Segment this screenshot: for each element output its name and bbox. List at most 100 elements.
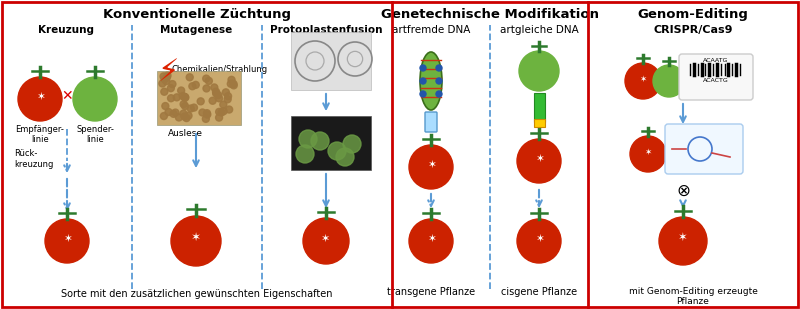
Circle shape: [172, 109, 179, 116]
Text: Chemikalien/Strahlung: Chemikalien/Strahlung: [172, 65, 268, 74]
Circle shape: [213, 88, 219, 95]
Text: ✶: ✶: [426, 234, 435, 244]
FancyBboxPatch shape: [291, 116, 371, 170]
Circle shape: [230, 80, 237, 87]
Circle shape: [159, 80, 166, 87]
Text: ✶: ✶: [35, 92, 45, 102]
Circle shape: [222, 89, 230, 96]
Circle shape: [420, 91, 426, 97]
Text: Empfänger-
linie: Empfänger- linie: [15, 125, 65, 144]
Text: ⊗: ⊗: [676, 182, 690, 200]
Text: ✶: ✶: [534, 234, 543, 244]
Circle shape: [230, 82, 238, 89]
Circle shape: [187, 105, 194, 112]
Text: Genetechnische Modifikation: Genetechnische Modifikation: [381, 8, 599, 21]
Circle shape: [171, 216, 221, 266]
Circle shape: [436, 91, 442, 97]
Text: ✶: ✶: [322, 234, 330, 244]
Circle shape: [160, 73, 167, 80]
Circle shape: [299, 130, 317, 148]
FancyBboxPatch shape: [291, 32, 371, 90]
Text: ✶: ✶: [62, 234, 71, 244]
Text: Konventionelle Züchtung: Konventionelle Züchtung: [103, 8, 291, 21]
Circle shape: [209, 97, 216, 104]
Circle shape: [192, 81, 199, 88]
Circle shape: [186, 74, 194, 81]
Circle shape: [197, 98, 204, 105]
Circle shape: [213, 90, 220, 97]
Circle shape: [211, 84, 218, 91]
Circle shape: [228, 76, 235, 83]
Circle shape: [436, 78, 442, 84]
Text: Mutagenese: Mutagenese: [160, 25, 232, 35]
Circle shape: [343, 135, 361, 153]
Text: artgleiche DNA: artgleiche DNA: [500, 25, 578, 35]
FancyBboxPatch shape: [425, 112, 437, 132]
Text: CRISPR/Cas9: CRISPR/Cas9: [654, 25, 733, 35]
Circle shape: [202, 75, 210, 82]
Circle shape: [185, 112, 192, 119]
FancyBboxPatch shape: [534, 118, 545, 126]
Circle shape: [296, 145, 314, 163]
Circle shape: [517, 219, 561, 263]
Circle shape: [204, 111, 210, 118]
Text: cisgene Pflanze: cisgene Pflanze: [501, 287, 577, 297]
Circle shape: [311, 132, 329, 150]
Circle shape: [180, 101, 187, 108]
Circle shape: [225, 93, 231, 100]
Text: ⚡: ⚡: [158, 58, 178, 87]
Circle shape: [181, 113, 188, 120]
Text: ACACTG: ACACTG: [703, 78, 729, 83]
Circle shape: [226, 106, 233, 113]
FancyBboxPatch shape: [534, 92, 545, 121]
Circle shape: [215, 114, 222, 121]
Circle shape: [182, 103, 189, 110]
Circle shape: [203, 85, 210, 92]
Circle shape: [190, 104, 198, 111]
Circle shape: [170, 110, 177, 117]
Circle shape: [18, 77, 62, 121]
Text: ACAATG: ACAATG: [703, 58, 729, 64]
Circle shape: [420, 78, 426, 84]
Text: mit Genom-Editing erzeugte
Pflanze: mit Genom-Editing erzeugte Pflanze: [629, 287, 758, 307]
Circle shape: [436, 65, 442, 71]
Text: ✶: ✶: [678, 232, 688, 245]
Circle shape: [630, 136, 666, 172]
Circle shape: [73, 77, 117, 121]
Circle shape: [167, 85, 174, 92]
Circle shape: [160, 112, 167, 120]
Circle shape: [519, 51, 559, 91]
Circle shape: [161, 76, 168, 83]
Circle shape: [164, 72, 171, 79]
Circle shape: [409, 219, 453, 263]
Text: artfremde DNA: artfremde DNA: [392, 25, 470, 35]
Text: Spender-
linie: Spender- linie: [76, 125, 114, 144]
Circle shape: [224, 96, 231, 103]
Text: ✕: ✕: [61, 89, 73, 103]
Circle shape: [178, 87, 185, 94]
Circle shape: [216, 108, 222, 115]
Circle shape: [336, 148, 354, 166]
Text: transgene Pflanze: transgene Pflanze: [387, 287, 475, 297]
Text: Genom-Editing: Genom-Editing: [638, 8, 749, 21]
Text: ✶: ✶: [639, 75, 646, 84]
Circle shape: [179, 92, 186, 99]
Circle shape: [625, 63, 661, 99]
Circle shape: [203, 110, 210, 117]
FancyBboxPatch shape: [157, 71, 241, 125]
Text: ✶: ✶: [534, 154, 543, 164]
Circle shape: [163, 74, 170, 81]
Text: Sorte mit den zusätzlichen gewünschten Eigenschaften: Sorte mit den zusätzlichen gewünschten E…: [62, 289, 333, 299]
Text: Kreuzung: Kreuzung: [38, 25, 94, 35]
Circle shape: [202, 115, 210, 122]
Circle shape: [220, 108, 227, 115]
Circle shape: [174, 94, 180, 101]
Circle shape: [409, 145, 453, 189]
Text: Auslese: Auslese: [168, 129, 203, 138]
Circle shape: [180, 110, 187, 117]
Circle shape: [220, 101, 227, 108]
Text: ✶: ✶: [426, 160, 435, 170]
Text: ✶: ✶: [644, 148, 652, 157]
FancyBboxPatch shape: [679, 54, 753, 100]
Circle shape: [167, 95, 174, 102]
